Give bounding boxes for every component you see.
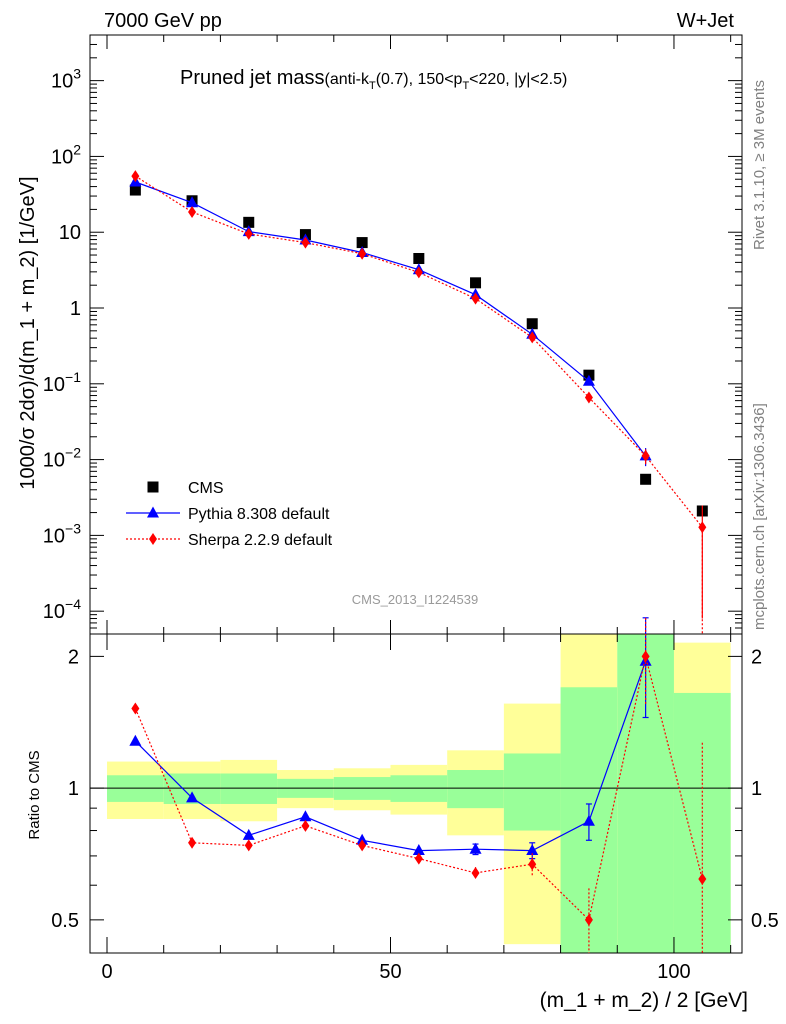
ratio-data-point bbox=[528, 858, 537, 871]
y-tick-label: 10−2 bbox=[43, 445, 81, 472]
side-text-mcplots: mcplots.cern.ch [arXiv:1306.3436] bbox=[751, 403, 768, 630]
ratio-data-point bbox=[469, 842, 482, 854]
ratio-data-point bbox=[301, 819, 310, 832]
data-point bbox=[526, 318, 538, 330]
plot-title-cuts-mid: (0.7), 150<p bbox=[376, 71, 463, 88]
plot-title-cuts-prefix: (anti-k bbox=[325, 71, 370, 88]
ratio-panel: 0.5 0.5 1 1 2 2 0 50 100 bbox=[51, 633, 779, 983]
data-point bbox=[356, 237, 368, 249]
ratio-data-point bbox=[188, 836, 197, 849]
data-point bbox=[131, 170, 140, 183]
legend-marker bbox=[149, 533, 157, 545]
ratio-series-line-0 bbox=[134, 660, 647, 852]
data-point bbox=[698, 521, 707, 534]
data-point bbox=[301, 236, 310, 249]
y-tick-label: 10−1 bbox=[43, 369, 81, 396]
data-point bbox=[582, 374, 595, 386]
ratio-data-point bbox=[186, 791, 199, 803]
data-point bbox=[186, 196, 199, 208]
data-point bbox=[584, 391, 593, 404]
plot-title-cuts-suffix: <220, |y|<2.5) bbox=[469, 71, 567, 88]
x-tick-label: 100 bbox=[657, 961, 690, 983]
data-point bbox=[414, 266, 423, 279]
ratio-data-point bbox=[358, 839, 367, 852]
plot-title-sub2: T bbox=[462, 80, 469, 92]
ratio-data-point bbox=[129, 734, 142, 746]
header-right: W+Jet bbox=[677, 10, 735, 32]
ratio-series bbox=[129, 617, 707, 953]
ratio-data-point bbox=[242, 828, 255, 840]
ratio-bands bbox=[107, 634, 731, 953]
ratio-data-point bbox=[244, 839, 253, 852]
legend-marker bbox=[147, 506, 159, 518]
data-point bbox=[129, 184, 141, 196]
data-point bbox=[470, 277, 482, 289]
uncertainty-band-inner bbox=[220, 773, 278, 804]
legend-label: Sherpa 2.2.9 default bbox=[188, 532, 333, 549]
data-point bbox=[640, 473, 652, 485]
y-tick-label: 10 bbox=[59, 222, 81, 244]
y-tick-label: 10−4 bbox=[43, 596, 81, 623]
ratio-data-point bbox=[414, 852, 423, 865]
legend: CMS Pythia 8.308 default Sherpa 2.2.9 defa… bbox=[126, 480, 333, 549]
plot-title: Pruned jet mass(anti-kT(0.7), 150<pT<220… bbox=[180, 67, 567, 92]
uncertainty-band-inner bbox=[503, 753, 561, 831]
y-tick-label: 1 bbox=[70, 298, 81, 320]
header-left: 7000 GeV pp bbox=[104, 10, 222, 32]
uncertainty-band-inner bbox=[447, 770, 504, 809]
ratio-data-point bbox=[412, 844, 425, 856]
legend-marker-cms bbox=[147, 481, 159, 493]
data-point bbox=[244, 227, 253, 240]
main-y-axis-label: 1000/σ 2dσ)/d(m_1 + m_2) [1/GeV] bbox=[17, 176, 39, 489]
legend-label: CMS bbox=[188, 480, 224, 497]
ratio-y-tick-label: 0.5 bbox=[51, 910, 79, 932]
plot-title-sub1: T bbox=[369, 80, 376, 92]
y-tick-label: 102 bbox=[51, 141, 81, 168]
watermark: CMS_2013_I1224539 bbox=[352, 592, 479, 607]
data-point bbox=[358, 247, 367, 260]
ratio-y-axis-label: Ratio to CMS bbox=[26, 750, 43, 839]
data-point bbox=[413, 253, 425, 265]
ratio-y-tick-label-right: 2 bbox=[751, 646, 762, 668]
data-point bbox=[243, 216, 255, 228]
ratio-data-point bbox=[641, 650, 650, 663]
ratio-frame bbox=[89, 633, 743, 954]
ratio-data-point bbox=[526, 844, 539, 856]
side-text-rivet: Rivet 3.1.10, ≥ 3M events bbox=[751, 80, 768, 250]
legend-label: Pythia 8.308 default bbox=[188, 506, 330, 523]
ratio-y-tick-label-right: 0.5 bbox=[751, 910, 779, 932]
data-point bbox=[528, 331, 537, 344]
ratio-y-tick-label: 2 bbox=[68, 646, 79, 668]
series-line-2 bbox=[135, 175, 703, 528]
x-axis-label: (m_1 + m_2) / 2 [GeV] bbox=[540, 989, 748, 1012]
ratio-data-point bbox=[471, 866, 480, 879]
x-tick-label: 50 bbox=[379, 961, 401, 983]
plot-title-main: Pruned jet mass bbox=[180, 67, 325, 89]
ratio-data-point bbox=[131, 702, 140, 715]
ratio-y-tick-label: 1 bbox=[68, 778, 79, 800]
x-tick-label: 0 bbox=[101, 961, 112, 983]
y-tick-label: 103 bbox=[51, 66, 81, 93]
ratio-y-tick-label-right: 1 bbox=[751, 778, 762, 800]
series-line-1 bbox=[135, 181, 647, 457]
ratio-data-point bbox=[299, 810, 312, 822]
data-point bbox=[471, 292, 480, 305]
data-point bbox=[188, 205, 197, 218]
main-series bbox=[129, 170, 708, 634]
ratio-data-point bbox=[582, 814, 595, 826]
ratio-data-point bbox=[356, 833, 369, 845]
data-point bbox=[641, 449, 650, 462]
ratio-data-point bbox=[698, 872, 707, 885]
ratio-data-point bbox=[584, 913, 593, 926]
y-tick-label: 10−3 bbox=[43, 520, 81, 547]
